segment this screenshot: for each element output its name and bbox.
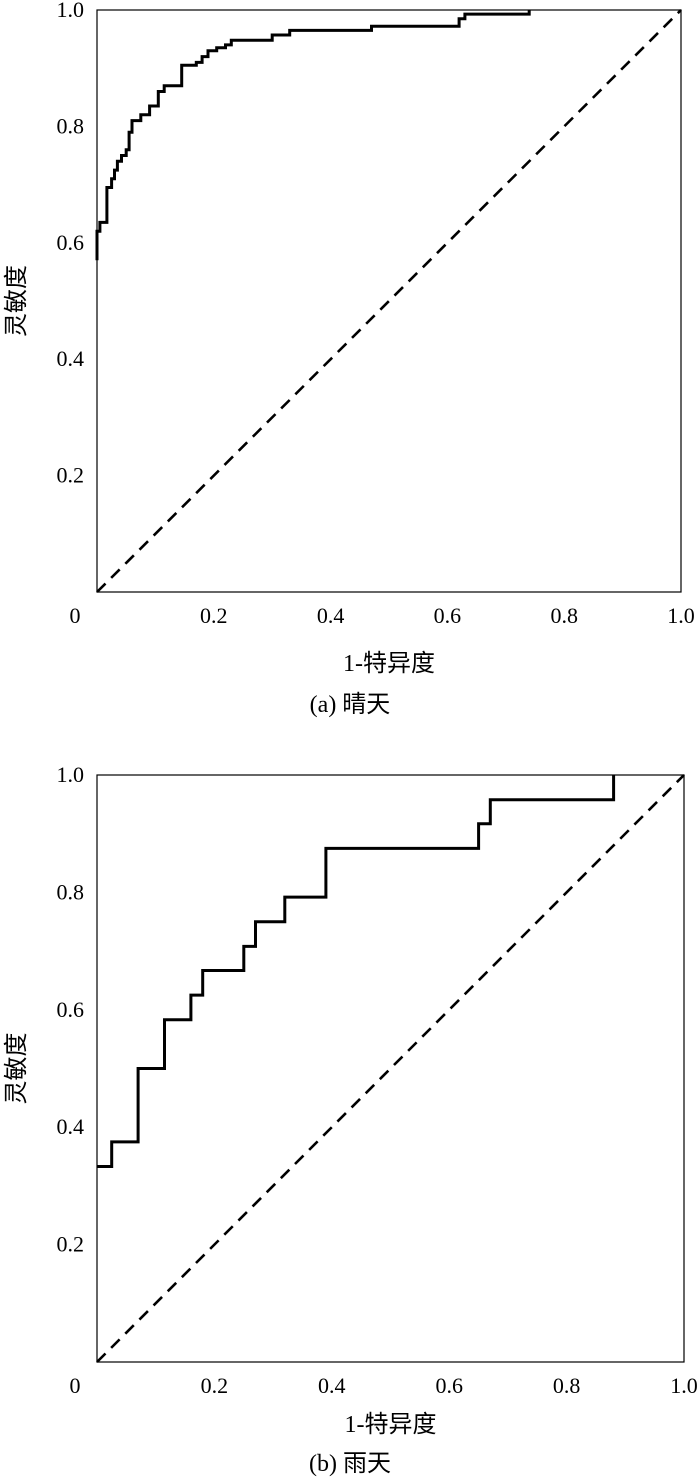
x-tick-label: 0.8 [550, 603, 578, 628]
plot-frame [96, 9, 682, 593]
y-axis-title: 灵敏度 [3, 265, 30, 337]
y-tick-label: 1.0 [57, 762, 85, 787]
x-axis-title: 1-特异度 [345, 1411, 437, 1438]
x-tick-label: 0 [70, 603, 81, 628]
y-tick-label: 0.8 [57, 113, 85, 138]
roc-panel-b: 0 0.2 0.4 0.6 0.8 1.0 0.2 0.4 0.6 0.8 1.0 1-特异度 灵敏度 (… [3, 762, 698, 1477]
x-tick-label: 0 [70, 1373, 81, 1398]
x-tick-label: 0.8 [553, 1373, 581, 1398]
y-tick-label: 0.2 [57, 1232, 85, 1257]
panel-caption: (a) 晴天 [310, 691, 391, 718]
y-tick-label: 0.6 [57, 997, 85, 1022]
x-tick-label: 0.6 [434, 603, 462, 628]
reference-diagonal-line [96, 9, 682, 593]
x-tick-label: 0.4 [317, 603, 345, 628]
x-tick-label: 0.4 [318, 1373, 346, 1398]
roc-panel-a: 0 0.2 0.4 0.6 0.8 1.0 0.2 0.4 0.6 0.8 1.0 1-特异度 灵敏度 (… [3, 0, 695, 718]
x-tick-label: 1.0 [670, 1373, 698, 1398]
y-tick-label: 0.4 [57, 346, 85, 371]
x-tick-label: 0.6 [435, 1373, 463, 1398]
plot-frame [96, 774, 685, 1363]
y-tick-label: 0.8 [57, 879, 85, 904]
roc-curve-line [95, 10, 531, 261]
reference-diagonal-line [96, 774, 685, 1363]
x-axis-title: 1-特异度 [343, 650, 435, 677]
x-tick-label: 0.2 [200, 603, 228, 628]
roc-curve-line [97, 775, 616, 1168]
y-tick-label: 0.4 [57, 1114, 85, 1139]
y-tick-label: 0.6 [57, 230, 85, 255]
y-axis-title: 灵敏度 [3, 1033, 30, 1105]
x-tick-label: 0.2 [201, 1373, 229, 1398]
y-tick-label: 0.2 [57, 463, 85, 488]
x-tick-label: 1.0 [667, 603, 695, 628]
panel-caption: (b) 雨天 [309, 1451, 391, 1477]
y-tick-label: 1.0 [57, 0, 85, 22]
